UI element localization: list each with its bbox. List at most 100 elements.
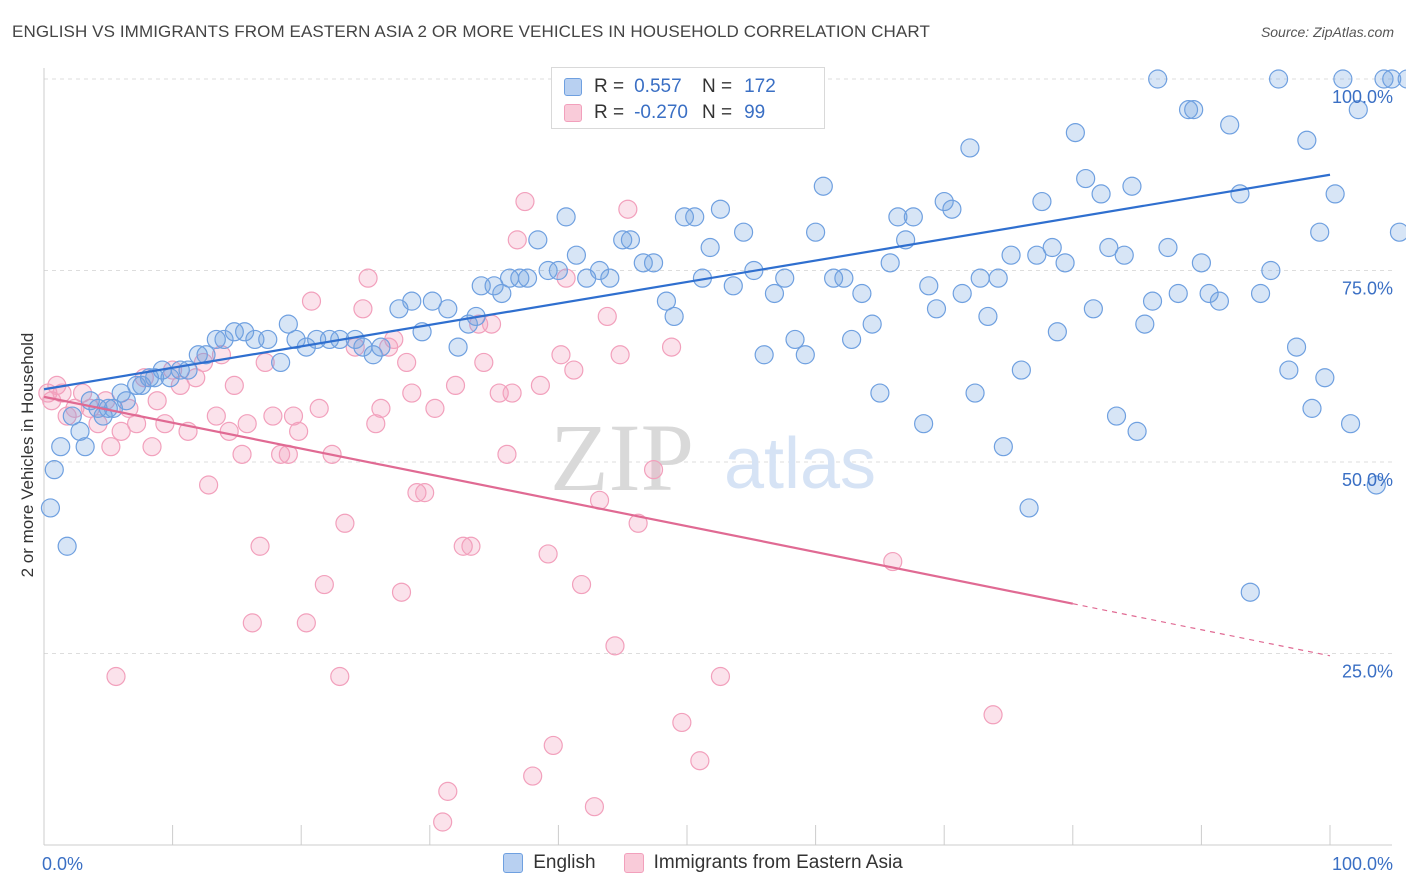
english-point	[852, 283, 872, 304]
immigrants-point	[402, 383, 422, 403]
english-point	[1055, 253, 1075, 273]
immigrants-point	[57, 406, 77, 426]
english-point	[888, 207, 908, 227]
immigrants-point	[237, 414, 257, 434]
n-label: N =	[702, 102, 733, 123]
english-point	[834, 268, 854, 288]
english-swatch	[564, 78, 582, 96]
english-points	[40, 69, 1406, 602]
english-point	[1122, 176, 1142, 196]
grid-lines	[44, 78, 1392, 654]
english-point	[1333, 69, 1353, 89]
english-point	[965, 383, 985, 403]
y-tick-label: 100.0%	[1332, 87, 1393, 107]
english-point	[510, 268, 530, 288]
bottom-legend: English Immigrants from Eastern Asia	[0, 852, 1406, 874]
english-point	[1310, 222, 1330, 242]
english-point	[1240, 582, 1260, 602]
english-point	[1297, 130, 1317, 150]
immigrants-point	[397, 352, 417, 373]
immigrants-point	[571, 574, 592, 595]
immigrants-point	[610, 345, 630, 365]
immigrants-swatch	[564, 104, 582, 122]
immigrants-point	[142, 437, 162, 457]
english-point	[271, 352, 291, 373]
immigrants-point	[551, 345, 571, 365]
english-point	[1106, 406, 1127, 426]
english-point	[1099, 237, 1119, 258]
english-point	[566, 245, 587, 265]
english-point	[438, 299, 458, 319]
english-point	[1083, 299, 1103, 319]
immigrants-r-value: -0.270	[634, 102, 688, 123]
english-point	[556, 207, 576, 227]
english-point	[235, 322, 255, 342]
immigrants-point	[605, 636, 625, 656]
immigrants-point	[263, 406, 283, 426]
english-point	[484, 276, 504, 296]
english-point	[700, 237, 720, 258]
english-point	[57, 536, 77, 556]
immigrants-point	[371, 398, 391, 418]
english-point	[1168, 283, 1188, 304]
immigrants-point	[438, 781, 458, 801]
english-point	[723, 276, 743, 296]
english-point	[1148, 69, 1168, 89]
english-point	[914, 414, 934, 434]
english-point	[1019, 498, 1039, 518]
english-point	[1042, 237, 1062, 258]
english-point	[214, 329, 234, 350]
english-point	[1158, 237, 1178, 258]
immigrants-point	[335, 513, 355, 533]
immigrants-point	[250, 536, 270, 556]
y-tick-label: 75.0%	[1342, 279, 1393, 299]
english-point	[1340, 414, 1361, 434]
immigrants-point	[538, 544, 558, 564]
english-point	[1268, 69, 1289, 89]
immigrants-point	[242, 613, 262, 633]
immigrants-point	[643, 460, 664, 480]
english-point	[613, 230, 633, 250]
immigrants-point	[289, 421, 309, 441]
english-point	[1076, 168, 1096, 189]
english-point	[116, 391, 136, 411]
english-point	[538, 260, 558, 281]
english-point	[1389, 222, 1406, 242]
tick-labels: 100.0% 75.0% 50.0% 25.0% 0.0% 100.0%	[42, 87, 1393, 874]
english-point	[1199, 283, 1219, 304]
english-point	[1220, 115, 1240, 135]
english-point	[862, 314, 882, 334]
immigrants-point	[353, 299, 373, 319]
x-tick-label: 100.0%	[1332, 854, 1393, 874]
immigrants-point	[407, 483, 427, 503]
english-point	[952, 283, 972, 304]
english-point	[1127, 421, 1147, 441]
english-point	[824, 268, 844, 288]
chart-source: Source: ZipAtlas.com	[1260, 24, 1394, 40]
english-point	[70, 421, 90, 441]
axes	[43, 68, 1392, 846]
immigrants-point	[155, 414, 175, 434]
english-point	[1027, 245, 1047, 265]
english-point	[1091, 184, 1111, 204]
english-point	[775, 268, 795, 288]
immigrants-point	[283, 406, 304, 426]
english-point	[492, 283, 512, 304]
english-point	[196, 345, 216, 365]
english-r-value: 0.557	[634, 76, 682, 97]
immigrants-point	[170, 375, 190, 395]
english-point	[206, 329, 226, 350]
immigrants-point	[690, 751, 710, 771]
immigrants-point	[433, 812, 453, 832]
english-point	[1315, 368, 1335, 388]
english-point	[1261, 260, 1281, 281]
immigrants-point	[983, 705, 1003, 725]
english-point	[278, 314, 298, 334]
immigrants-point	[106, 666, 126, 687]
immigrants-n-value: 99	[744, 102, 766, 123]
english-point	[1397, 69, 1406, 89]
english-swatch	[503, 853, 524, 873]
english-point	[903, 207, 923, 227]
english-point	[1011, 360, 1031, 380]
